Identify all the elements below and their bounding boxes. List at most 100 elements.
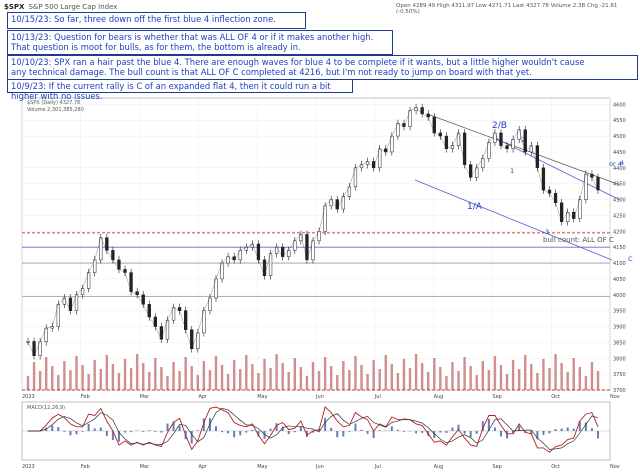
- volume-bar: [129, 368, 133, 390]
- macd-histogram-bar: [148, 430, 151, 431]
- volume-bar: [530, 364, 533, 390]
- volume-bar: [214, 356, 218, 390]
- volume-bar: [457, 371, 460, 390]
- macd-histogram-bar: [305, 431, 308, 437]
- note-10-9-23: 10/9/23: If the current rally is C of an…: [7, 79, 353, 101]
- macd-histogram-bar: [233, 431, 236, 438]
- macd-histogram-bar: [481, 421, 484, 431]
- y-tick-label: 3850: [613, 340, 626, 346]
- macd-histogram-bar: [69, 431, 72, 436]
- macd-histogram-bar: [402, 431, 405, 432]
- x-tick-label: 2023: [22, 394, 35, 400]
- macd-histogram-bar: [554, 429, 557, 431]
- volume-bar: [408, 368, 412, 390]
- x-tick-label: Nov: [610, 394, 620, 400]
- price-series: [26, 103, 600, 360]
- volume-bar: [354, 356, 357, 390]
- price-line: [27, 107, 599, 357]
- channel-lower-line: [414, 179, 613, 261]
- note-10-10-23: 10/10/23: SPX ran a hair past the blue 4…: [7, 55, 638, 80]
- macd-histogram-bar: [542, 431, 545, 435]
- volume-bar: [336, 375, 339, 390]
- macd-histogram-bar: [360, 429, 363, 431]
- volume-bar: [439, 367, 442, 390]
- x-tick-label: Oct: [551, 394, 560, 400]
- macd-histogram-bar: [293, 431, 296, 433]
- macd-histogram-bar: [578, 421, 581, 431]
- macd-histogram-bar: [487, 418, 490, 431]
- bull-count-label: bull count: ALL OF C: [543, 236, 614, 244]
- volume-bar: [38, 371, 42, 390]
- volume-bar: [566, 372, 569, 390]
- volume-bar: [208, 370, 212, 390]
- volume-bar: [44, 357, 48, 390]
- macd-histogram-bar: [281, 426, 284, 431]
- volume-bar: [142, 363, 145, 390]
- macd-histogram-bar: [75, 431, 78, 435]
- volume-bar: [51, 366, 54, 390]
- y-tick-label: 4600: [613, 102, 626, 108]
- macd-histogram-bar: [111, 431, 114, 441]
- macd-histogram-bar: [433, 431, 436, 439]
- y-tick-label: 4500: [613, 134, 626, 140]
- volume-bar: [342, 361, 345, 390]
- macd-histogram-bar: [493, 427, 496, 431]
- x-tick-label: Nov: [610, 464, 620, 470]
- wave-label-1a: 1/A: [467, 202, 483, 212]
- volume-bar: [281, 363, 284, 390]
- volume-bar: [190, 366, 193, 390]
- volume-bar: [160, 367, 163, 390]
- x-tick-label: Jun: [315, 394, 324, 400]
- y-tick-label: 4250: [613, 213, 626, 219]
- elliott-wave-labels: 2/B 1/A or 4 1 2 3 4 bull count: ALL OF …: [467, 121, 633, 263]
- volume-bar: [584, 376, 588, 390]
- macd-histogram-bar: [530, 431, 533, 435]
- volume-bar: [511, 360, 515, 390]
- wave-label-3: 3: [545, 228, 549, 236]
- ticker-symbol: $SPX: [4, 3, 25, 11]
- macd-histogram-bar: [263, 431, 266, 439]
- volume-bar: [481, 361, 484, 390]
- macd-histogram-bar: [342, 431, 345, 437]
- wave-label-2: 2: [521, 136, 525, 144]
- volume-bar: [427, 372, 430, 390]
- y-tick-label: 4450: [613, 150, 626, 156]
- y-tick-label: 4200: [613, 229, 626, 235]
- volume-bar: [487, 370, 491, 390]
- y-tick-label: 4050: [613, 277, 626, 283]
- macd-histogram-bar: [117, 431, 120, 442]
- volume-bar: [275, 354, 278, 390]
- macd-histogram-bar: [324, 418, 327, 431]
- volume-bar: [311, 362, 315, 390]
- macd-histogram-bar: [257, 431, 260, 437]
- volume-bar: [420, 363, 424, 390]
- macd-histogram-bar: [584, 422, 587, 431]
- x-tick-label: Jun: [315, 464, 324, 470]
- volume-bar: [578, 367, 582, 390]
- macd-histogram-bar: [124, 431, 127, 433]
- x-tick-label: Apr: [198, 464, 208, 470]
- y-tick-label: 3700: [613, 388, 626, 394]
- volume-bar: [451, 362, 454, 390]
- macd-histogram-bar: [518, 425, 521, 431]
- volume-bar: [117, 373, 121, 390]
- macd-histogram-bar: [445, 431, 448, 433]
- x-tick-label: Sep: [492, 394, 501, 400]
- macd-histogram-bar: [457, 424, 460, 431]
- macd-signal-line: [28, 408, 599, 450]
- volume-bar: [317, 371, 321, 390]
- macd-histogram-bar: [451, 427, 454, 431]
- macd-histogram-bar: [81, 431, 84, 432]
- macd-histogram-bar: [239, 431, 242, 436]
- x-tick-label: Aug: [434, 464, 444, 470]
- wave-label-or4: or 4: [609, 160, 622, 168]
- volume-bar: [32, 362, 36, 390]
- macd-histogram-bar: [463, 431, 466, 434]
- volume-bar: [329, 366, 333, 390]
- volume-bar: [469, 366, 472, 390]
- y-tick-label: 4000: [613, 293, 626, 299]
- macd-histogram-bar: [269, 428, 272, 431]
- macd-histogram-bar: [506, 431, 509, 439]
- volume-bar: [360, 365, 363, 390]
- macd-histogram-bar: [99, 427, 102, 431]
